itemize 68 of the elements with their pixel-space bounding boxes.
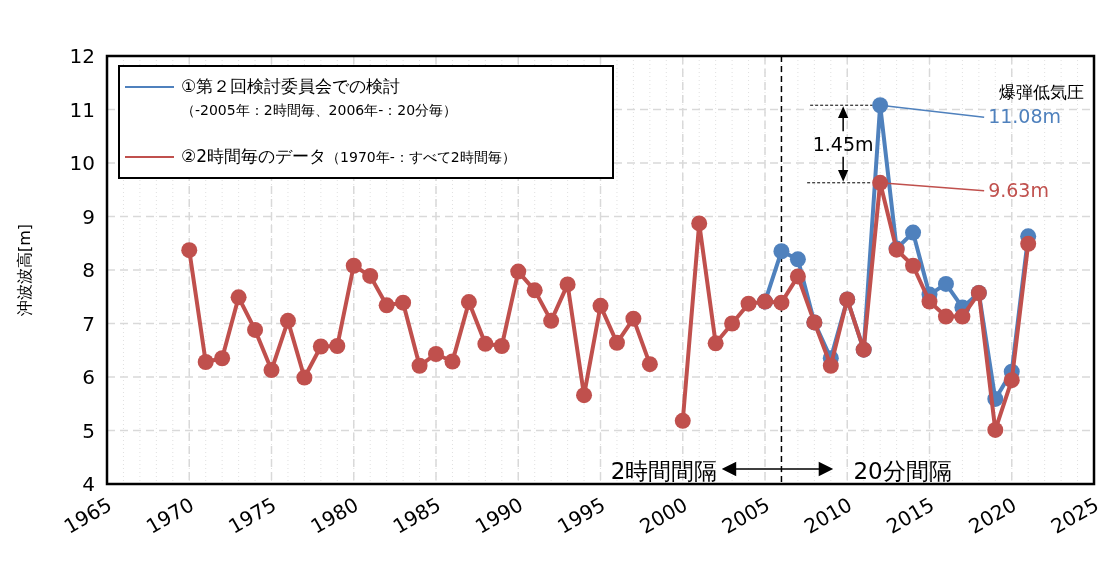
annotation: 20分間隔: [853, 458, 952, 484]
point: [312, 338, 329, 355]
point: [493, 337, 510, 354]
y-tick-label: 8: [82, 258, 95, 282]
point: [1020, 235, 1037, 252]
point: [576, 387, 593, 404]
point: [444, 353, 461, 370]
point: [181, 242, 198, 259]
point: [724, 315, 741, 332]
point: [296, 369, 313, 386]
y-tick-label: 6: [82, 365, 95, 389]
point: [247, 321, 264, 338]
point: [477, 335, 494, 352]
point: [773, 294, 790, 311]
legend-label: ①第２回検討委員会での検討（-2005年：2時間毎、2006年-：20分毎）: [181, 76, 458, 118]
point: [905, 224, 922, 241]
point: [411, 357, 428, 374]
legend-label: ②2時間毎のデータ（1970年-：すべて2時間毎）: [181, 146, 516, 166]
point: [641, 356, 658, 373]
y-tick-label: 10: [69, 151, 95, 175]
y-tick-label: 5: [82, 418, 95, 443]
point: [740, 295, 757, 312]
point: [214, 350, 231, 367]
point: [395, 294, 412, 311]
point: [625, 310, 642, 327]
y-tick-label: 11: [69, 97, 95, 122]
point: [872, 97, 889, 114]
y-tick-label: 4: [82, 472, 95, 496]
point: [872, 174, 889, 191]
point: [428, 346, 444, 362]
point: [954, 308, 971, 325]
point: [279, 312, 296, 329]
point: [707, 335, 724, 352]
y-axis-title: 沖波波高[m]: [15, 223, 34, 317]
point: [773, 243, 790, 260]
point: [526, 282, 543, 299]
point: [921, 293, 938, 310]
point: [460, 294, 477, 311]
point: [329, 337, 346, 354]
point: [1003, 372, 1020, 389]
point: [263, 362, 280, 379]
point: [937, 308, 954, 325]
point: [378, 297, 395, 314]
y-tick-label: 7: [82, 311, 95, 336]
point: [345, 257, 362, 274]
y-tick-label: 12: [69, 44, 95, 68]
point: [691, 215, 708, 232]
point: [197, 354, 214, 371]
point: [905, 257, 922, 274]
y-tick-label: 9: [82, 204, 95, 229]
point: [592, 297, 609, 314]
point: [937, 275, 954, 292]
point: [987, 421, 1004, 438]
annotation: 11.08m: [988, 105, 1062, 128]
point: [674, 412, 691, 429]
point: [608, 334, 625, 351]
point: [789, 251, 806, 268]
point: [559, 276, 576, 293]
point: [230, 289, 247, 306]
point: [362, 267, 379, 284]
annotation: 爆弾低気圧: [999, 82, 1084, 102]
annotation: 2時間間隔: [610, 458, 718, 484]
point: [543, 312, 560, 329]
annotation: 9.63m: [988, 178, 1049, 201]
point: [822, 357, 839, 374]
annotation: 1.45m: [812, 133, 874, 156]
point: [510, 263, 527, 280]
point: [789, 268, 806, 285]
